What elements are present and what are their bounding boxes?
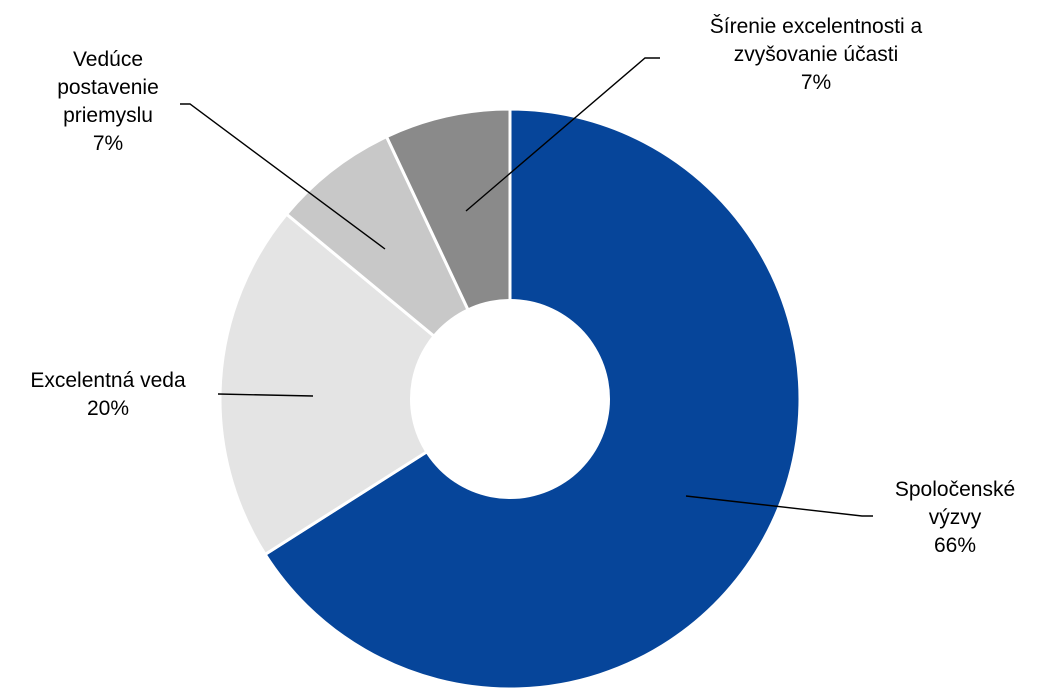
- slice-name-line: Spoločenské: [895, 478, 1015, 501]
- slice-name-line: Šírenie excelentnosti a: [710, 15, 923, 38]
- donut-hole: [410, 299, 610, 499]
- label-spolocenske-vyzvy: Spoločenské výzvy 66%: [895, 478, 1015, 557]
- label-veduce-postavenie-priemyslu: Vedúce postavenie priemyslu 7%: [57, 48, 159, 155]
- leader-line-spolocenske-vyzvy: [685, 495, 873, 517]
- leader-line-veduce-postavenie-priemyslu: [180, 103, 386, 250]
- slice-name-line: priemyslu: [63, 104, 153, 127]
- slice-percent-label: 66%: [934, 534, 976, 557]
- label-sirenie-excelentnosti: Šírenie excelentnosti a zvyšovanie účasti…: [710, 15, 923, 94]
- slice-name-line: postavenie: [57, 76, 159, 99]
- slice-name-line: Excelentná veda: [30, 369, 186, 392]
- slice-percent-label: 20%: [87, 397, 129, 420]
- slice-excelentna-veda: [218, 212, 513, 557]
- label-excelentna-veda: Excelentná veda 20%: [30, 369, 186, 420]
- leader-line-sirenie-excelentnosti: [465, 57, 660, 212]
- slice-name-line: Vedúce: [73, 48, 143, 71]
- labels-layer: Spoločenské výzvy 66% Excelentná veda 20% Ved…: [30, 15, 1015, 557]
- slice-percent-label: 7%: [93, 132, 123, 155]
- slice-name-line: výzvy: [929, 506, 982, 529]
- leader-line-excelentna-veda: [217, 393, 314, 397]
- slice-percent-label: 7%: [801, 71, 831, 94]
- leader-lines-layer: [180, 57, 873, 517]
- slice-name-line: zvyšovanie účasti: [734, 43, 899, 66]
